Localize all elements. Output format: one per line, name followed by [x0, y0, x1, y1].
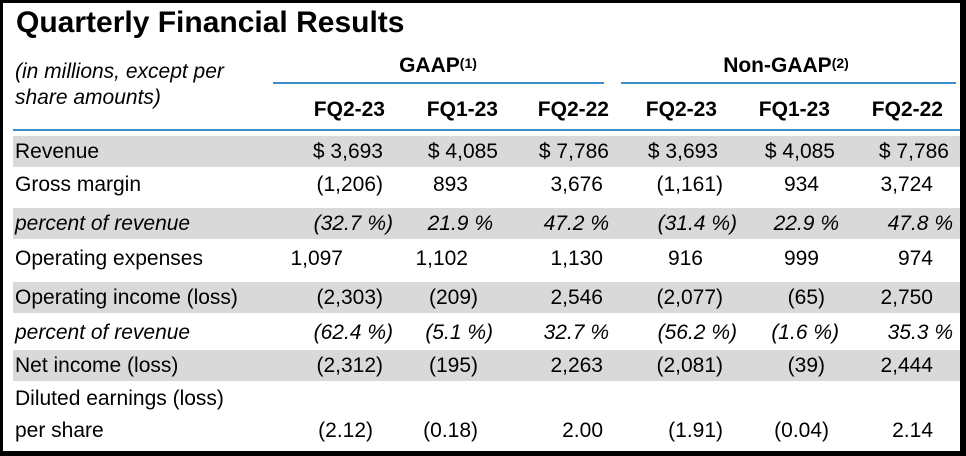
cell-value: 2,750: [880, 286, 933, 309]
cell-value: (1.91): [668, 419, 723, 442]
cell-value: (2,312): [316, 354, 383, 377]
cell-value: 2,546: [550, 286, 603, 309]
gaap-rule: [273, 82, 604, 84]
cell-value: (62.4 %): [313, 321, 393, 344]
row-label: Net income (loss): [15, 354, 179, 377]
table-row-operating-income-percent: percent of revenue (62.4 %) (5.1 %) 32.7…: [13, 317, 960, 348]
cell-value: (1,161): [656, 173, 723, 196]
table-row-gross-margin: Gross margin (1,206) 893 3,676 (1,161) 9…: [13, 169, 960, 200]
financial-results-panel: Quarterly Financial Results (in millions…: [3, 3, 960, 451]
row-label: Operating income (loss): [15, 286, 238, 309]
cell-value: 1,102: [415, 247, 468, 270]
cell-value: (56.2 %): [657, 321, 737, 344]
cell-value: (65): [787, 286, 825, 309]
cell-value: (2,303): [316, 286, 383, 309]
cell-value: 32.7 %: [543, 321, 609, 344]
units-note-line1: (in millions, except per: [15, 60, 224, 83]
table-row-revenue: Revenue $ 3,693 $ 4,085 $ 7,786 $ 3,693 …: [13, 136, 960, 167]
cell-value: 1,097: [290, 247, 343, 270]
cell-value: 21.9 %: [427, 212, 493, 235]
table-row-operating-income: Operating income (loss) (2,303) (209) 2,…: [13, 282, 960, 313]
table-title: Quarterly Financial Results: [16, 6, 405, 39]
col-header-gaap-fq2-23: FQ2-23: [313, 98, 385, 121]
cell-value: 999: [783, 247, 819, 270]
table-row-operating-expenses: Operating expenses 1,097 1,102 1,130 916…: [13, 243, 960, 274]
cell-value: 2.14: [892, 419, 933, 442]
cell-value: 1,130: [550, 247, 603, 270]
units-note-line2: share amounts): [15, 86, 161, 109]
cell-value: 47.8 %: [887, 212, 953, 235]
cell-value: 2,263: [550, 354, 603, 377]
cell-value: (31.4 %): [657, 212, 737, 235]
non-gaap-rule: [621, 82, 956, 84]
cell-value: 47.2 %: [543, 212, 609, 235]
cell-value: (0.04): [774, 419, 829, 442]
col-header-nongaap-fq2-23: FQ2-23: [645, 98, 717, 121]
group-gaap-name: GAAP: [399, 54, 460, 77]
group-header-non-gaap: Non-GAAP(2): [621, 53, 951, 79]
cell-value: (1,206): [316, 173, 383, 196]
col-header-gaap-fq2-22: FQ2-22: [537, 98, 609, 121]
row-label-line1: Diluted earnings (loss): [15, 387, 224, 410]
cell-value: (195): [428, 354, 478, 377]
cell-value: 3,724: [880, 173, 933, 196]
row-label: Gross margin: [15, 173, 142, 196]
col-header-gaap-fq1-23: FQ1-23: [426, 98, 498, 121]
cell-value: 2.00: [562, 419, 603, 442]
row-label: Operating expenses: [15, 247, 203, 270]
group-non-gaap-footnote: (2): [831, 55, 849, 71]
cell-value: (2,077): [656, 286, 723, 309]
cell-value: 35.3 %: [887, 321, 953, 344]
table-row-net-income: Net income (loss) (2,312) (195) 2,263 (2…: [13, 350, 960, 381]
cell-value: (5.1 %): [425, 321, 493, 344]
header-separator: [13, 129, 960, 131]
cell-value: $ 7,786: [878, 140, 949, 163]
cell-value: (2.12): [318, 419, 373, 442]
cell-value: (32.7 %): [313, 212, 393, 235]
col-header-nongaap-fq1-23: FQ1-23: [758, 98, 830, 121]
row-label: percent of revenue: [15, 212, 191, 235]
cell-value: (1.6 %): [771, 321, 839, 344]
group-header-gaap: GAAP(1): [273, 53, 603, 79]
cell-value: $ 4,085: [427, 140, 498, 163]
cell-value: 893: [432, 173, 468, 196]
row-label: percent of revenue: [15, 321, 191, 344]
cell-value: (39): [787, 354, 825, 377]
cell-value: 22.9 %: [773, 212, 839, 235]
group-gaap-footnote: (1): [459, 55, 477, 71]
cell-value: (0.18): [423, 419, 478, 442]
table-row-diluted-eps: Diluted earnings (loss) per share (2.12)…: [13, 385, 960, 447]
units-note: (in millions, except per share amounts): [15, 59, 224, 111]
cell-value: $ 3,693: [312, 140, 383, 163]
cell-value: 2,444: [880, 354, 933, 377]
cell-value: $ 7,786: [538, 140, 609, 163]
cell-value: 916: [667, 247, 703, 270]
col-header-nongaap-fq2-22: FQ2-22: [871, 98, 943, 121]
row-label: Revenue: [15, 140, 100, 163]
cell-value: $ 3,693: [647, 140, 718, 163]
row-label-line2: per share: [15, 419, 104, 442]
cell-value: 974: [897, 247, 933, 270]
table-row-gross-margin-percent: percent of revenue (32.7 %) 21.9 % 47.2 …: [13, 208, 960, 239]
cell-value: 934: [783, 173, 819, 196]
group-non-gaap-name: Non-GAAP: [723, 54, 832, 77]
cell-value: (209): [428, 286, 478, 309]
cell-value: (2,081): [656, 354, 723, 377]
cell-value: 3,676: [550, 173, 603, 196]
cell-value: $ 4,085: [764, 140, 835, 163]
